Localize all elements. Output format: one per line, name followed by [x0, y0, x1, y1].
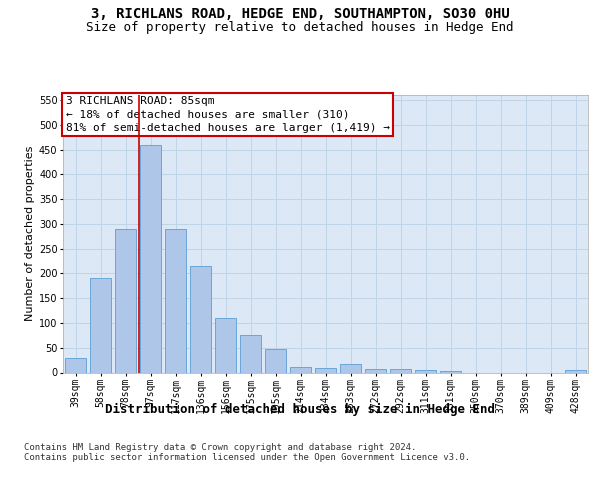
Bar: [290, 366, 311, 372]
Bar: [440, 370, 461, 372]
Bar: [90, 278, 111, 372]
Text: 3, RICHLANS ROAD, HEDGE END, SOUTHAMPTON, SO30 0HU: 3, RICHLANS ROAD, HEDGE END, SOUTHAMPTON…: [91, 8, 509, 22]
Bar: [115, 229, 136, 372]
Bar: [390, 369, 411, 372]
Text: Contains HM Land Registry data © Crown copyright and database right 2024.
Contai: Contains HM Land Registry data © Crown c…: [24, 442, 470, 462]
Bar: [165, 229, 186, 372]
Text: Size of property relative to detached houses in Hedge End: Size of property relative to detached ho…: [86, 21, 514, 34]
Text: Distribution of detached houses by size in Hedge End: Distribution of detached houses by size …: [105, 402, 495, 415]
Bar: [240, 336, 261, 372]
Y-axis label: Number of detached properties: Number of detached properties: [25, 146, 35, 322]
Bar: [215, 318, 236, 372]
Bar: [315, 368, 336, 372]
Bar: [190, 266, 211, 372]
Bar: [140, 144, 161, 372]
Bar: [340, 364, 361, 372]
Bar: [365, 368, 386, 372]
Text: 3 RICHLANS ROAD: 85sqm
← 18% of detached houses are smaller (310)
81% of semi-de: 3 RICHLANS ROAD: 85sqm ← 18% of detached…: [65, 96, 389, 133]
Bar: [265, 348, 286, 372]
Bar: [565, 370, 586, 372]
Bar: [65, 358, 86, 372]
Bar: [415, 370, 436, 372]
